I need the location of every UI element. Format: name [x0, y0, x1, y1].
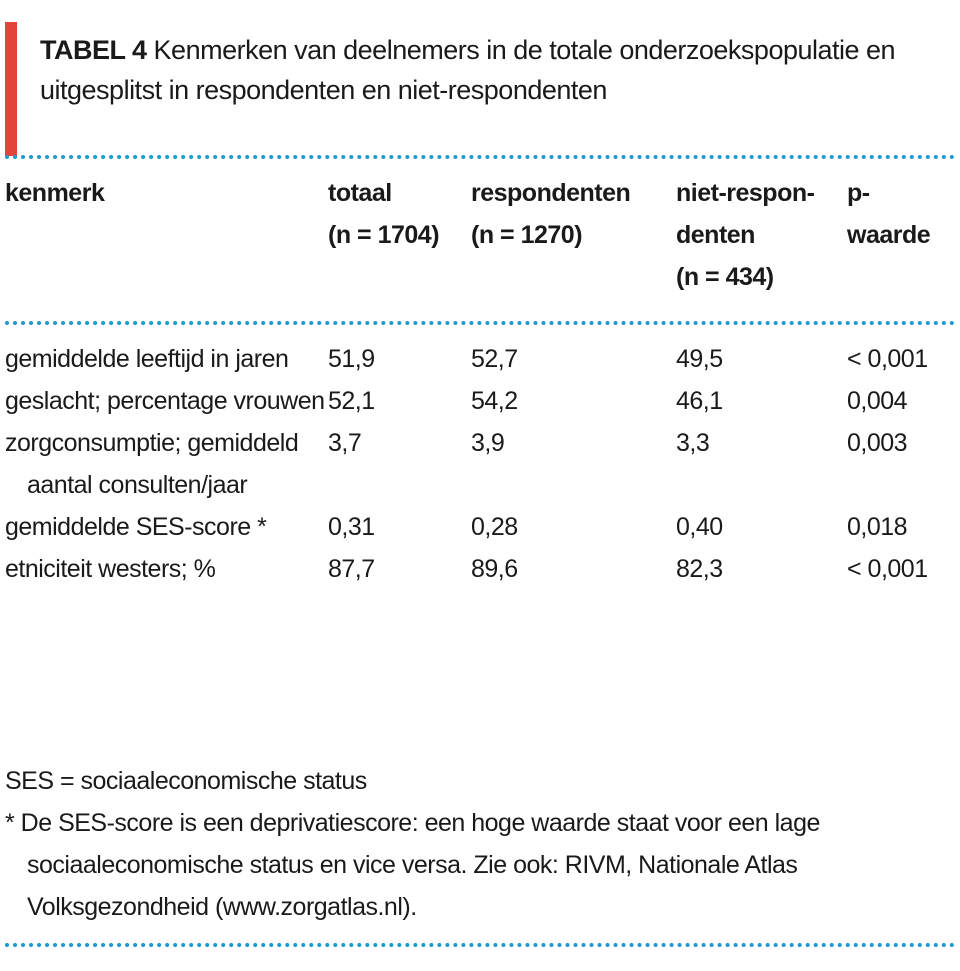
footnote: SES = sociaaleconomische status [5, 767, 367, 795]
cell: 52,1 [328, 387, 375, 415]
cell: 3,7 [328, 429, 362, 457]
header-line: respondenten [471, 179, 631, 207]
notes: SES = sociaaleconomische status * De SES-… [5, 760, 935, 928]
divider [5, 321, 955, 325]
divider [5, 155, 955, 159]
header-line: kenmerk [5, 179, 105, 207]
header-line: (n = 1704) [328, 221, 440, 249]
table-row: zorgconsumptie; gemiddeld aantal consult… [5, 422, 955, 506]
cell: < 0,001 [847, 345, 928, 373]
cell: 46,1 [676, 387, 723, 415]
table: kenmerk totaal (n = 1704) respondenten (n = … [5, 172, 955, 590]
cell: 0,003 [847, 429, 908, 457]
row-label: gemiddelde SES-score * [5, 513, 267, 541]
accent-bar [5, 22, 17, 156]
divider [5, 943, 955, 947]
cell: 51,9 [328, 345, 375, 373]
cell: 54,2 [471, 387, 518, 415]
cell: 82,3 [676, 555, 723, 583]
cell: 52,7 [471, 345, 518, 373]
table-row: etniciteit westers; % 87,7 89,6 82,3 < 0,001 [5, 548, 955, 590]
cell: 0,31 [328, 513, 375, 541]
header-line: niet-respon- [676, 179, 815, 207]
header-line: (n = 434) [676, 263, 774, 291]
cell: < 0,001 [847, 555, 928, 583]
header-line: (n = 1270) [471, 221, 583, 249]
table-body: gemiddelde leeftijd in jaren 51,9 52,7 49,5… [5, 298, 955, 590]
row-label: gemiddelde leeftijd in jaren [5, 345, 289, 373]
header-line: waarde [847, 221, 931, 249]
title: TABEL 4 Kenmerken van deelnemers in de t… [40, 30, 955, 110]
cell: 0,28 [471, 513, 518, 541]
footnote: * De SES-score is een deprivatiescore: e… [5, 809, 820, 921]
column-header: niet-respon-denten (n = 434) [676, 172, 847, 298]
header-line: totaal [328, 179, 392, 207]
cell: 49,5 [676, 345, 723, 373]
cell: 87,7 [328, 555, 375, 583]
cell: 3,3 [676, 429, 710, 457]
table-title: Kenmerken van deelnemers in de totale on… [40, 35, 896, 105]
table-row: geslacht; percentage vrouwen 52,1 54,2 46,1… [5, 380, 955, 422]
table-row: gemiddelde leeftijd in jaren 51,9 52,7 49,5… [5, 298, 955, 380]
cell: 89,6 [471, 555, 518, 583]
header-row: kenmerk totaal (n = 1704) respondenten (n = … [5, 172, 955, 298]
row-label: etniciteit westers; % [5, 555, 216, 583]
cell: 0,018 [847, 513, 908, 541]
column-header: totaal (n = 1704) [328, 172, 471, 298]
cell: 3,9 [471, 429, 505, 457]
cell: 0,004 [847, 387, 908, 415]
row-label: zorgconsumptie; gemiddeld aantal consult… [5, 429, 299, 499]
table-label: TABEL 4 [40, 35, 147, 65]
column-header: kenmerk [5, 172, 328, 298]
cell: 0,40 [676, 513, 723, 541]
table-row: gemiddelde SES-score * 0,31 0,28 0,40 0,018 [5, 506, 955, 548]
column-header: respondenten (n = 1270) [471, 172, 676, 298]
row-label: geslacht; percentage vrouwen [5, 387, 325, 415]
header-line: p- [847, 179, 870, 207]
header-line: denten [676, 221, 755, 249]
column-header: p-waarde [847, 172, 955, 298]
